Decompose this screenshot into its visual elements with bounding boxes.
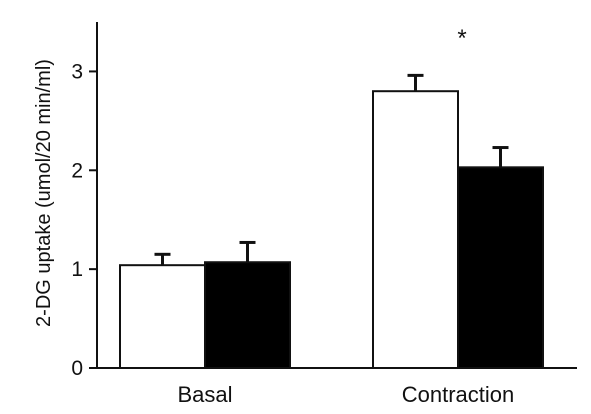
x-category-label: Basal bbox=[177, 382, 232, 407]
y-tick-label: 0 bbox=[71, 357, 83, 380]
y-axis-label: 2-DG uptake (umol/20 min/ml) bbox=[33, 59, 55, 327]
y-tick-label: 3 bbox=[71, 60, 83, 83]
bar bbox=[372, 90, 459, 369]
y-tick-label: 1 bbox=[71, 258, 83, 281]
significance-marker: * bbox=[457, 25, 466, 52]
bar bbox=[119, 264, 206, 369]
bar bbox=[457, 166, 544, 369]
y-tick-label: 2 bbox=[71, 159, 83, 182]
x-category-label: Contraction bbox=[402, 382, 515, 407]
bar bbox=[204, 261, 291, 370]
plot-area: 0 1 2 3 Basal Contraction * bbox=[71, 22, 577, 407]
